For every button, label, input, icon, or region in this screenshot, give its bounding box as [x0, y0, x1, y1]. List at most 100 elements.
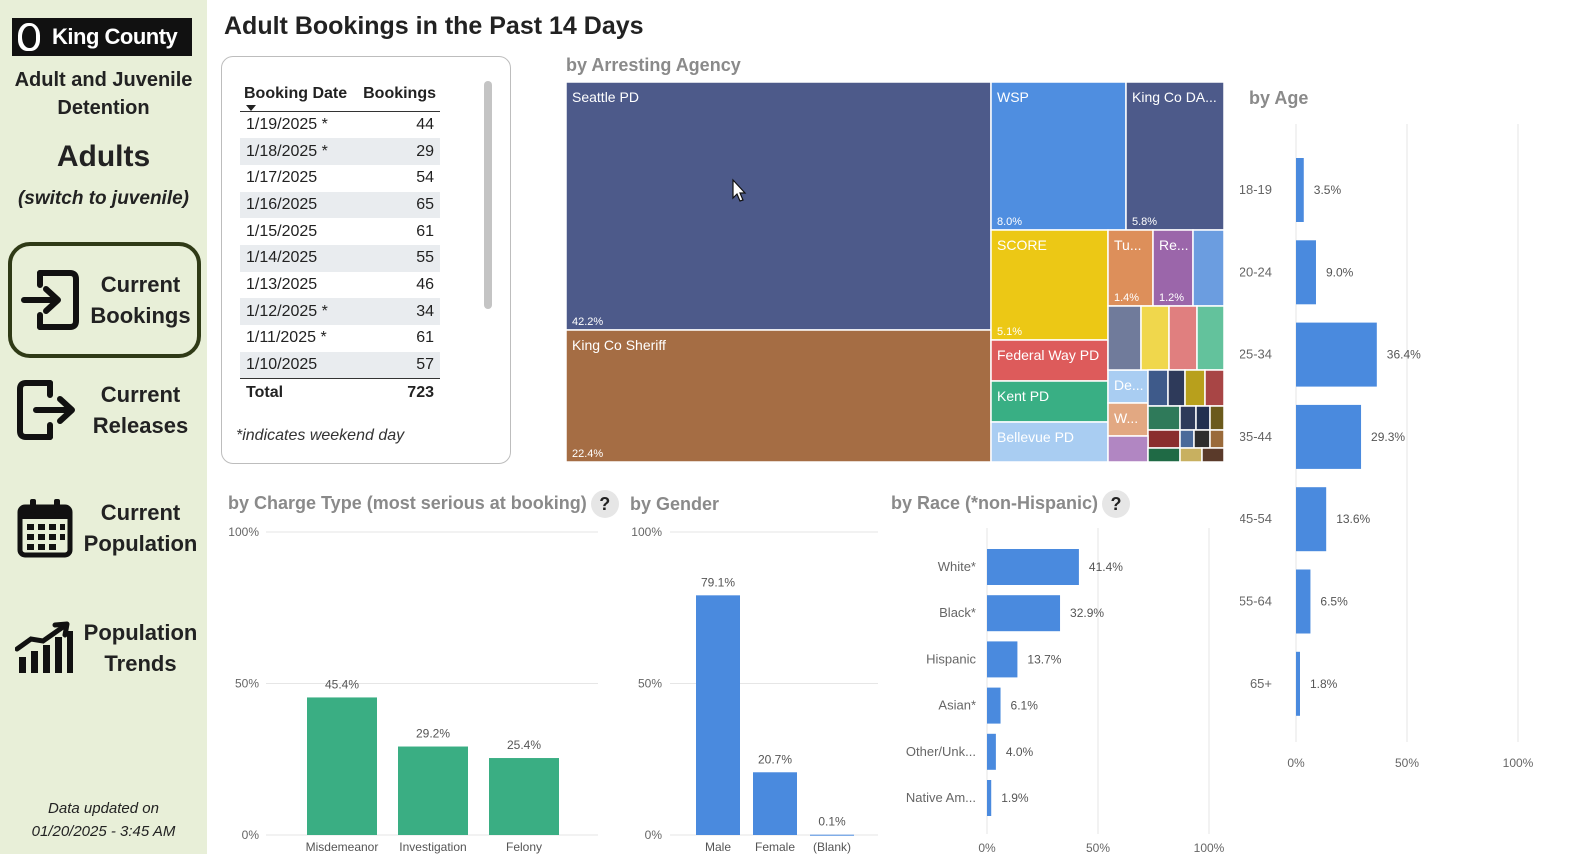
treemap-tile[interactable]	[1168, 305, 1198, 371]
treemap-tile[interactable]	[1184, 369, 1206, 407]
treemap-tile[interactable]	[1192, 229, 1225, 307]
treemap-tile[interactable]	[990, 421, 1109, 462]
bar[interactable]	[1296, 651, 1300, 716]
help-icon[interactable]: ?	[1102, 490, 1131, 518]
treemap-tile-label: SCORE	[997, 237, 1047, 253]
treemap-tile[interactable]	[1179, 405, 1197, 431]
treemap-tile-label: De...	[1114, 377, 1144, 393]
bar[interactable]	[987, 549, 1079, 585]
treemap-tile[interactable]	[1107, 435, 1149, 462]
date-cell: 1/17/2025	[246, 169, 318, 187]
charge-chart-title: by Charge Type (most serious at booking)…	[228, 490, 619, 518]
treemap-tile[interactable]	[1201, 447, 1225, 462]
bar[interactable]	[398, 746, 468, 835]
treemap-tile[interactable]	[1125, 82, 1225, 231]
treemap-tile-percent: 42.2%	[572, 316, 603, 328]
treemap-tile[interactable]	[1140, 305, 1170, 371]
treemap-tile[interactable]	[1147, 429, 1181, 449]
treemap-tile[interactable]	[1107, 305, 1142, 371]
nav-current-releases[interactable]: Current Releases	[8, 352, 201, 468]
bar[interactable]	[987, 641, 1018, 678]
treemap-tile-label: Federal Way PD	[997, 347, 1099, 363]
date-cell: 1/12/2025 *	[240, 298, 356, 325]
category-label: (Blank)	[813, 840, 851, 854]
col-header-booking-date[interactable]: Booking Date	[240, 83, 356, 112]
count-cell: 34	[355, 298, 440, 325]
bar[interactable]	[1296, 158, 1304, 222]
treemap-tile-percent: 1.2%	[1159, 292, 1184, 304]
category-label: Investigation	[399, 840, 466, 854]
treemap-tile-percent: 5.8%	[1132, 216, 1157, 228]
king-county-logo[interactable]: King County	[12, 18, 192, 56]
treemap-tile[interactable]	[1107, 402, 1149, 437]
bar[interactable]	[696, 595, 740, 835]
count-cell: 29	[355, 138, 440, 165]
treemap-tile[interactable]	[1167, 369, 1186, 407]
nav-current-bookings[interactable]: Current Bookings	[8, 242, 201, 358]
treemap-tile[interactable]	[1195, 405, 1211, 431]
treemap-tile[interactable]	[1152, 229, 1194, 307]
bar[interactable]	[489, 758, 559, 835]
bar[interactable]	[810, 834, 854, 836]
category-label: 55-64	[1240, 594, 1272, 609]
treemap-tile[interactable]	[1193, 429, 1211, 449]
treemap-tiles: Seattle PD 42.2% King Co Sheriff 22.4% WSP 8.…	[566, 82, 1225, 462]
category-label: Black*	[939, 605, 976, 620]
treemap-tile[interactable]	[1147, 369, 1169, 407]
category-label: White*	[938, 559, 976, 574]
nav-current-population[interactable]: Current Population	[8, 470, 201, 586]
king-portrait-icon	[12, 18, 48, 56]
help-icon[interactable]: ?	[590, 490, 619, 518]
bar[interactable]	[1296, 240, 1316, 305]
table-row: 1/15/2025 61	[240, 218, 440, 245]
count-cell: 61	[416, 222, 434, 240]
bar[interactable]	[1296, 322, 1377, 387]
bar[interactable]	[1296, 569, 1311, 634]
bar[interactable]	[307, 697, 377, 835]
charge-type-bar-chart: 0% 50% 100% 45.4% Misdemeanor 29.2% Investigat…	[228, 525, 598, 854]
bar[interactable]	[987, 687, 1001, 724]
treemap-tile-percent: 8.0%	[997, 216, 1022, 228]
bookings-table: Booking Date Bookings 1/19/2025 * 44 1/18…	[240, 83, 440, 407]
category-label: 25-34	[1240, 347, 1272, 362]
treemap-tile[interactable]	[990, 380, 1109, 423]
page-title: Adult Bookings in the Past 14 Days	[224, 12, 644, 40]
sort-descending-icon	[246, 105, 256, 111]
treemap-tile[interactable]	[1196, 305, 1225, 371]
col-header-bookings[interactable]: Bookings	[355, 83, 440, 112]
category-label: Felony	[506, 840, 542, 854]
table-row: 1/10/2025 57	[240, 351, 440, 379]
switch-to-juvenile-link[interactable]: (switch to juvenile)	[17, 188, 190, 209]
treemap-tile-label: King Co Sheriff	[572, 337, 666, 353]
table-scrollbar[interactable]	[484, 81, 492, 309]
logo-text: King County	[52, 24, 178, 49]
treemap-tile[interactable]	[1204, 369, 1225, 407]
treemap-tile[interactable]	[1179, 429, 1195, 449]
nav-population-trends[interactable]: Population Trends	[8, 590, 201, 706]
bookings-table-card: Booking Date Bookings 1/19/2025 * 44 1/18…	[221, 56, 511, 464]
category-label: Misdemeanor	[306, 840, 379, 854]
date-cell: 1/14/2025	[240, 244, 356, 272]
category-label: 45-54	[1240, 511, 1272, 526]
bar[interactable]	[987, 595, 1061, 632]
bar[interactable]	[987, 780, 992, 816]
x-tick-label: 50%	[1395, 756, 1419, 770]
bar[interactable]	[1296, 404, 1362, 469]
bar[interactable]	[753, 772, 797, 835]
table-row: 1/16/2025 65	[240, 191, 440, 219]
date-cell: 1/13/2025	[246, 275, 318, 293]
category-label: 35-44	[1240, 429, 1272, 444]
treemap-tile[interactable]	[990, 229, 1109, 341]
treemap-tile[interactable]	[1209, 405, 1225, 431]
treemap-tile[interactable]	[990, 82, 1127, 231]
bar[interactable]	[1296, 487, 1327, 552]
treemap-tile[interactable]	[1147, 405, 1181, 431]
bar[interactable]	[987, 733, 996, 770]
treemap-tile[interactable]	[566, 82, 992, 331]
category-label: 20-24	[1240, 264, 1272, 279]
date-cell: 1/10/2025	[240, 351, 356, 379]
treemap-tile[interactable]	[1179, 447, 1203, 462]
x-tick-label: 100%	[1194, 841, 1225, 854]
treemap-tile[interactable]	[1209, 429, 1225, 449]
treemap-tile[interactable]	[1147, 447, 1181, 462]
